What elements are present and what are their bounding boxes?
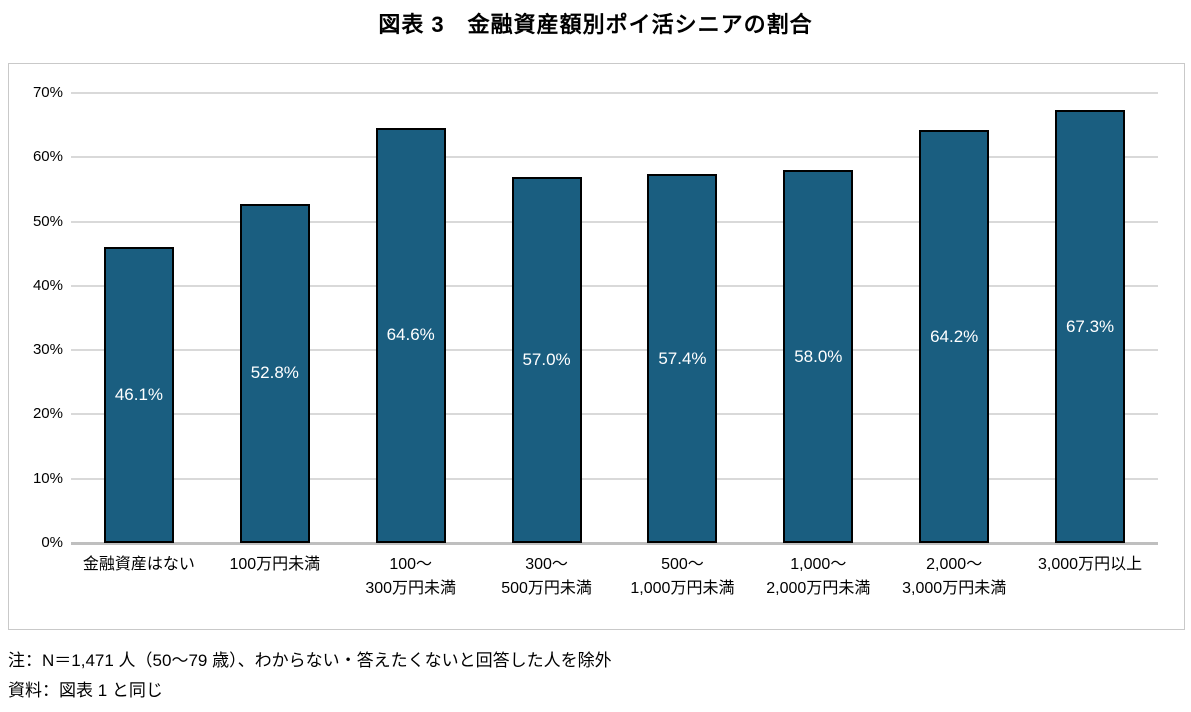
- bar-value-label: 46.1%: [114, 384, 164, 404]
- bar: [783, 170, 854, 543]
- gridline: [71, 220, 1158, 223]
- y-tick-label: 20%: [32, 405, 63, 423]
- bar: [239, 203, 310, 543]
- bar: [375, 127, 446, 543]
- bar: [1055, 110, 1126, 543]
- bar-value-label: 64.6%: [386, 325, 435, 345]
- x-tick-label: 100～ 300万円未満: [365, 556, 457, 597]
- bar-value-label: 67.3%: [1065, 316, 1115, 336]
- bar: [647, 174, 718, 543]
- bar-value-label: 52.8%: [250, 363, 299, 383]
- gridline: [71, 349, 1158, 352]
- x-tick-label: 500～ 1,000万円未満: [630, 556, 735, 597]
- x-tick-label: 100万円未満: [229, 556, 321, 573]
- footnote-sample: 注：N＝1,471 人（50～79 歳）、わからない・答えたくないと回答した人を…: [8, 651, 612, 670]
- gridline: [71, 156, 1158, 159]
- bar: [103, 246, 174, 543]
- x-tick-label: 1,000～ 2,000万円未満: [766, 556, 871, 597]
- bar-value-label: 57.0%: [522, 349, 571, 369]
- x-tick-label: 300～ 500万円未満: [501, 556, 592, 597]
- y-tick-label: 60%: [32, 148, 63, 166]
- x-tick-label: 3,000万円以上: [1038, 556, 1143, 573]
- chart-title: 図表 3 金融資産額別ポイ活シニアの割合: [378, 12, 813, 37]
- gridline: [71, 477, 1158, 480]
- y-tick-label: 40%: [32, 276, 63, 294]
- x-tick-label: 2,000～ 3,000万円未満: [902, 556, 1007, 597]
- x-tick-label: 金融資産はない: [82, 556, 195, 573]
- y-tick-label: 0%: [41, 534, 63, 551]
- gridline: [71, 413, 1158, 416]
- y-tick-label: 70%: [32, 84, 63, 101]
- y-tick-label: 50%: [32, 212, 63, 230]
- x-axis-line: [71, 541, 1158, 545]
- bar: [511, 176, 582, 543]
- bar-value-label: 64.2%: [930, 326, 979, 346]
- bar-value-label: 58.0%: [794, 346, 843, 366]
- bar-value-label: 57.4%: [658, 348, 707, 368]
- bar: [919, 130, 990, 543]
- y-tick-label: 30%: [32, 341, 63, 359]
- y-tick-label: 10%: [32, 469, 63, 487]
- footnote-source: 資料：図表 1 と同じ: [8, 681, 163, 700]
- chart-area: 0% 10% 20% 30% 40% 50% 60% 70% 46.1% 金融資産はない 52.8%…: [8, 63, 1185, 630]
- gridline: [71, 284, 1158, 287]
- gridline: [71, 92, 1158, 94]
